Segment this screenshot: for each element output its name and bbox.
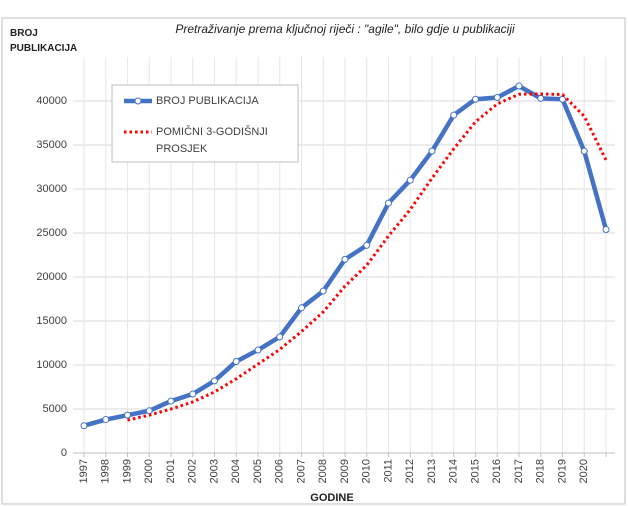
y-axis-title: BROJ PUBLIKACIJA bbox=[10, 28, 78, 54]
legend-label: BROJ PUBLIKACIJA bbox=[156, 95, 259, 107]
legend-label: POMIČNI 3-GODIŠNJI PROSJEK bbox=[156, 126, 268, 155]
x-tick-label: 2019 bbox=[556, 459, 568, 483]
x-tick-label: 2016 bbox=[491, 459, 503, 483]
x-tick-label: 1997 bbox=[78, 459, 90, 483]
x-tick-label: 1998 bbox=[100, 459, 112, 483]
x-tick-label: 2003 bbox=[208, 459, 220, 483]
data-point bbox=[189, 390, 197, 398]
y-tick-label: 35000 bbox=[36, 139, 67, 151]
data-point bbox=[341, 255, 349, 263]
x-tick-label: 2001 bbox=[165, 459, 177, 483]
data-point bbox=[319, 287, 327, 295]
x-tick-label: 2018 bbox=[535, 459, 547, 483]
data-point bbox=[80, 422, 88, 430]
x-tick-label: 2020 bbox=[578, 459, 590, 483]
data-point bbox=[580, 147, 588, 155]
y-tick-label: 20000 bbox=[36, 271, 67, 283]
x-tick-label: 2013 bbox=[426, 459, 438, 483]
data-point bbox=[124, 411, 131, 419]
x-tick-label: 2005 bbox=[252, 459, 264, 483]
data-point bbox=[232, 357, 240, 365]
x-tick-label: 2014 bbox=[448, 459, 460, 483]
series-line bbox=[127, 92, 608, 422]
x-tick-label: 2000 bbox=[143, 459, 155, 483]
x-tick-label: 2004 bbox=[230, 459, 242, 483]
y-tick-label: 25000 bbox=[36, 227, 67, 239]
data-point bbox=[102, 416, 110, 424]
y-tick-label: 40000 bbox=[36, 95, 67, 107]
data-point bbox=[167, 397, 175, 405]
x-tick-label: 2011 bbox=[382, 459, 394, 483]
legend-label-box: BROJ PUBLIKACIJA bbox=[156, 95, 259, 107]
data-point bbox=[211, 377, 218, 385]
data-point bbox=[537, 94, 545, 102]
x-tick-label: 2017 bbox=[513, 459, 525, 483]
x-tick-label: 2006 bbox=[274, 459, 286, 483]
data-point bbox=[298, 304, 305, 312]
y-tick-label: 10000 bbox=[36, 359, 67, 371]
data-point bbox=[276, 333, 284, 341]
x-tick-label: 2002 bbox=[187, 459, 199, 483]
y-tick-label: 30000 bbox=[36, 183, 67, 195]
data-point bbox=[450, 111, 458, 119]
legend-box bbox=[111, 84, 299, 163]
y-tick-label: 0 bbox=[61, 447, 67, 459]
data-point bbox=[559, 95, 566, 103]
data-point bbox=[363, 241, 371, 249]
chart-title: Pretraživanje prema ključnoj riječi : "a… bbox=[175, 22, 515, 36]
y-axis-title-box: BROJ PUBLIKACIJA bbox=[10, 28, 78, 54]
legend-marker bbox=[134, 97, 142, 105]
x-tick-label: 2009 bbox=[339, 459, 351, 483]
x-tick-label: 2007 bbox=[295, 459, 307, 483]
x-tick-label: 2008 bbox=[317, 459, 329, 483]
data-point bbox=[472, 95, 479, 103]
data-point bbox=[602, 225, 610, 233]
data-point bbox=[254, 346, 262, 354]
data-point bbox=[515, 82, 523, 90]
y-tick-label: 15000 bbox=[36, 315, 67, 327]
x-tick-label: 2015 bbox=[469, 459, 481, 483]
legend-label-box: POMIČNI 3-GODIŠNJI PROSJEK bbox=[156, 126, 268, 155]
data-point bbox=[385, 199, 392, 207]
data-point bbox=[428, 147, 436, 155]
data-point bbox=[406, 176, 414, 184]
x-tick-label: 2012 bbox=[404, 459, 416, 483]
data-point bbox=[145, 407, 153, 415]
data-point bbox=[493, 93, 501, 101]
x-tick-label: 2010 bbox=[361, 459, 373, 483]
x-tick-label: 1999 bbox=[121, 459, 133, 483]
y-tick-label: 5000 bbox=[43, 403, 67, 415]
x-axis-title: GODINE bbox=[310, 492, 353, 504]
